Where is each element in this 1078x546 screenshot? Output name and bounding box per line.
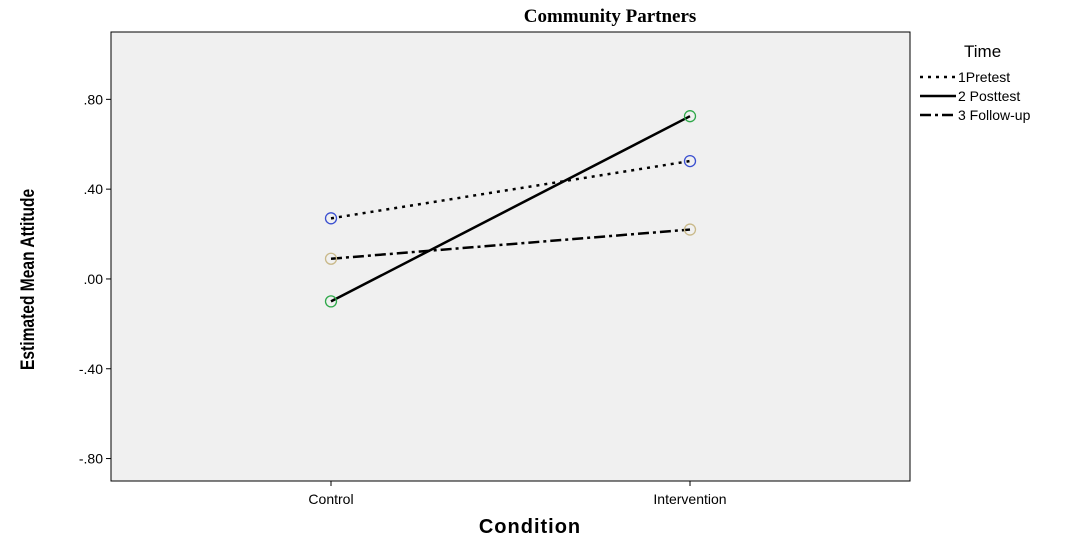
series-lines [330,115,691,303]
y-tick-label: -.40 [79,361,103,377]
legend-label: 2 Posttest [958,88,1021,104]
plot-background [110,31,911,482]
legend-item-1: 1Pretest [918,68,1010,86]
series-line-3 [330,228,691,260]
y-tick-label: -.80 [79,451,103,467]
series-markers [324,110,697,308]
legend-swatch [920,75,956,79]
legend-label: 3 Follow-up [958,107,1031,123]
x-tick-label: Intervention [653,491,726,507]
x-axis-label: Condition [478,516,582,538]
legend-title: Time [964,42,1002,61]
legend-item-3: 3 Follow-up [918,106,1030,124]
data-point-series-2-1 [324,295,338,308]
data-point-series-3-2 [683,223,697,236]
data-point-series-1-1 [324,212,338,225]
y-axis: .80 .40 .00 -.40 -.80 [79,91,111,467]
data-point-series-2-2 [683,110,697,123]
data-point-series-3-1 [324,252,338,265]
x-tick-label: Control [308,491,353,507]
y-tick-label: .40 [84,181,104,197]
data-point-series-1-2 [683,154,697,168]
y-tick-label: .00 [84,271,104,287]
y-tick-label: .80 [84,91,104,107]
series-line-2 [330,115,691,303]
chart-title: Community Partners [523,6,697,27]
legend-swatch [920,113,956,117]
legend-label: 1Pretest [958,69,1011,85]
legend-item-2: 2 Posttest [918,87,1020,105]
x-axis: Control Intervention [308,481,727,507]
legend-swatch [920,94,956,98]
